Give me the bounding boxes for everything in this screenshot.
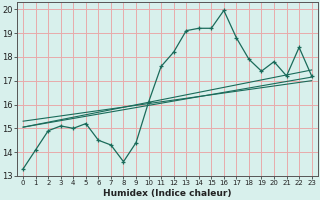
X-axis label: Humidex (Indice chaleur): Humidex (Indice chaleur) <box>103 189 232 198</box>
